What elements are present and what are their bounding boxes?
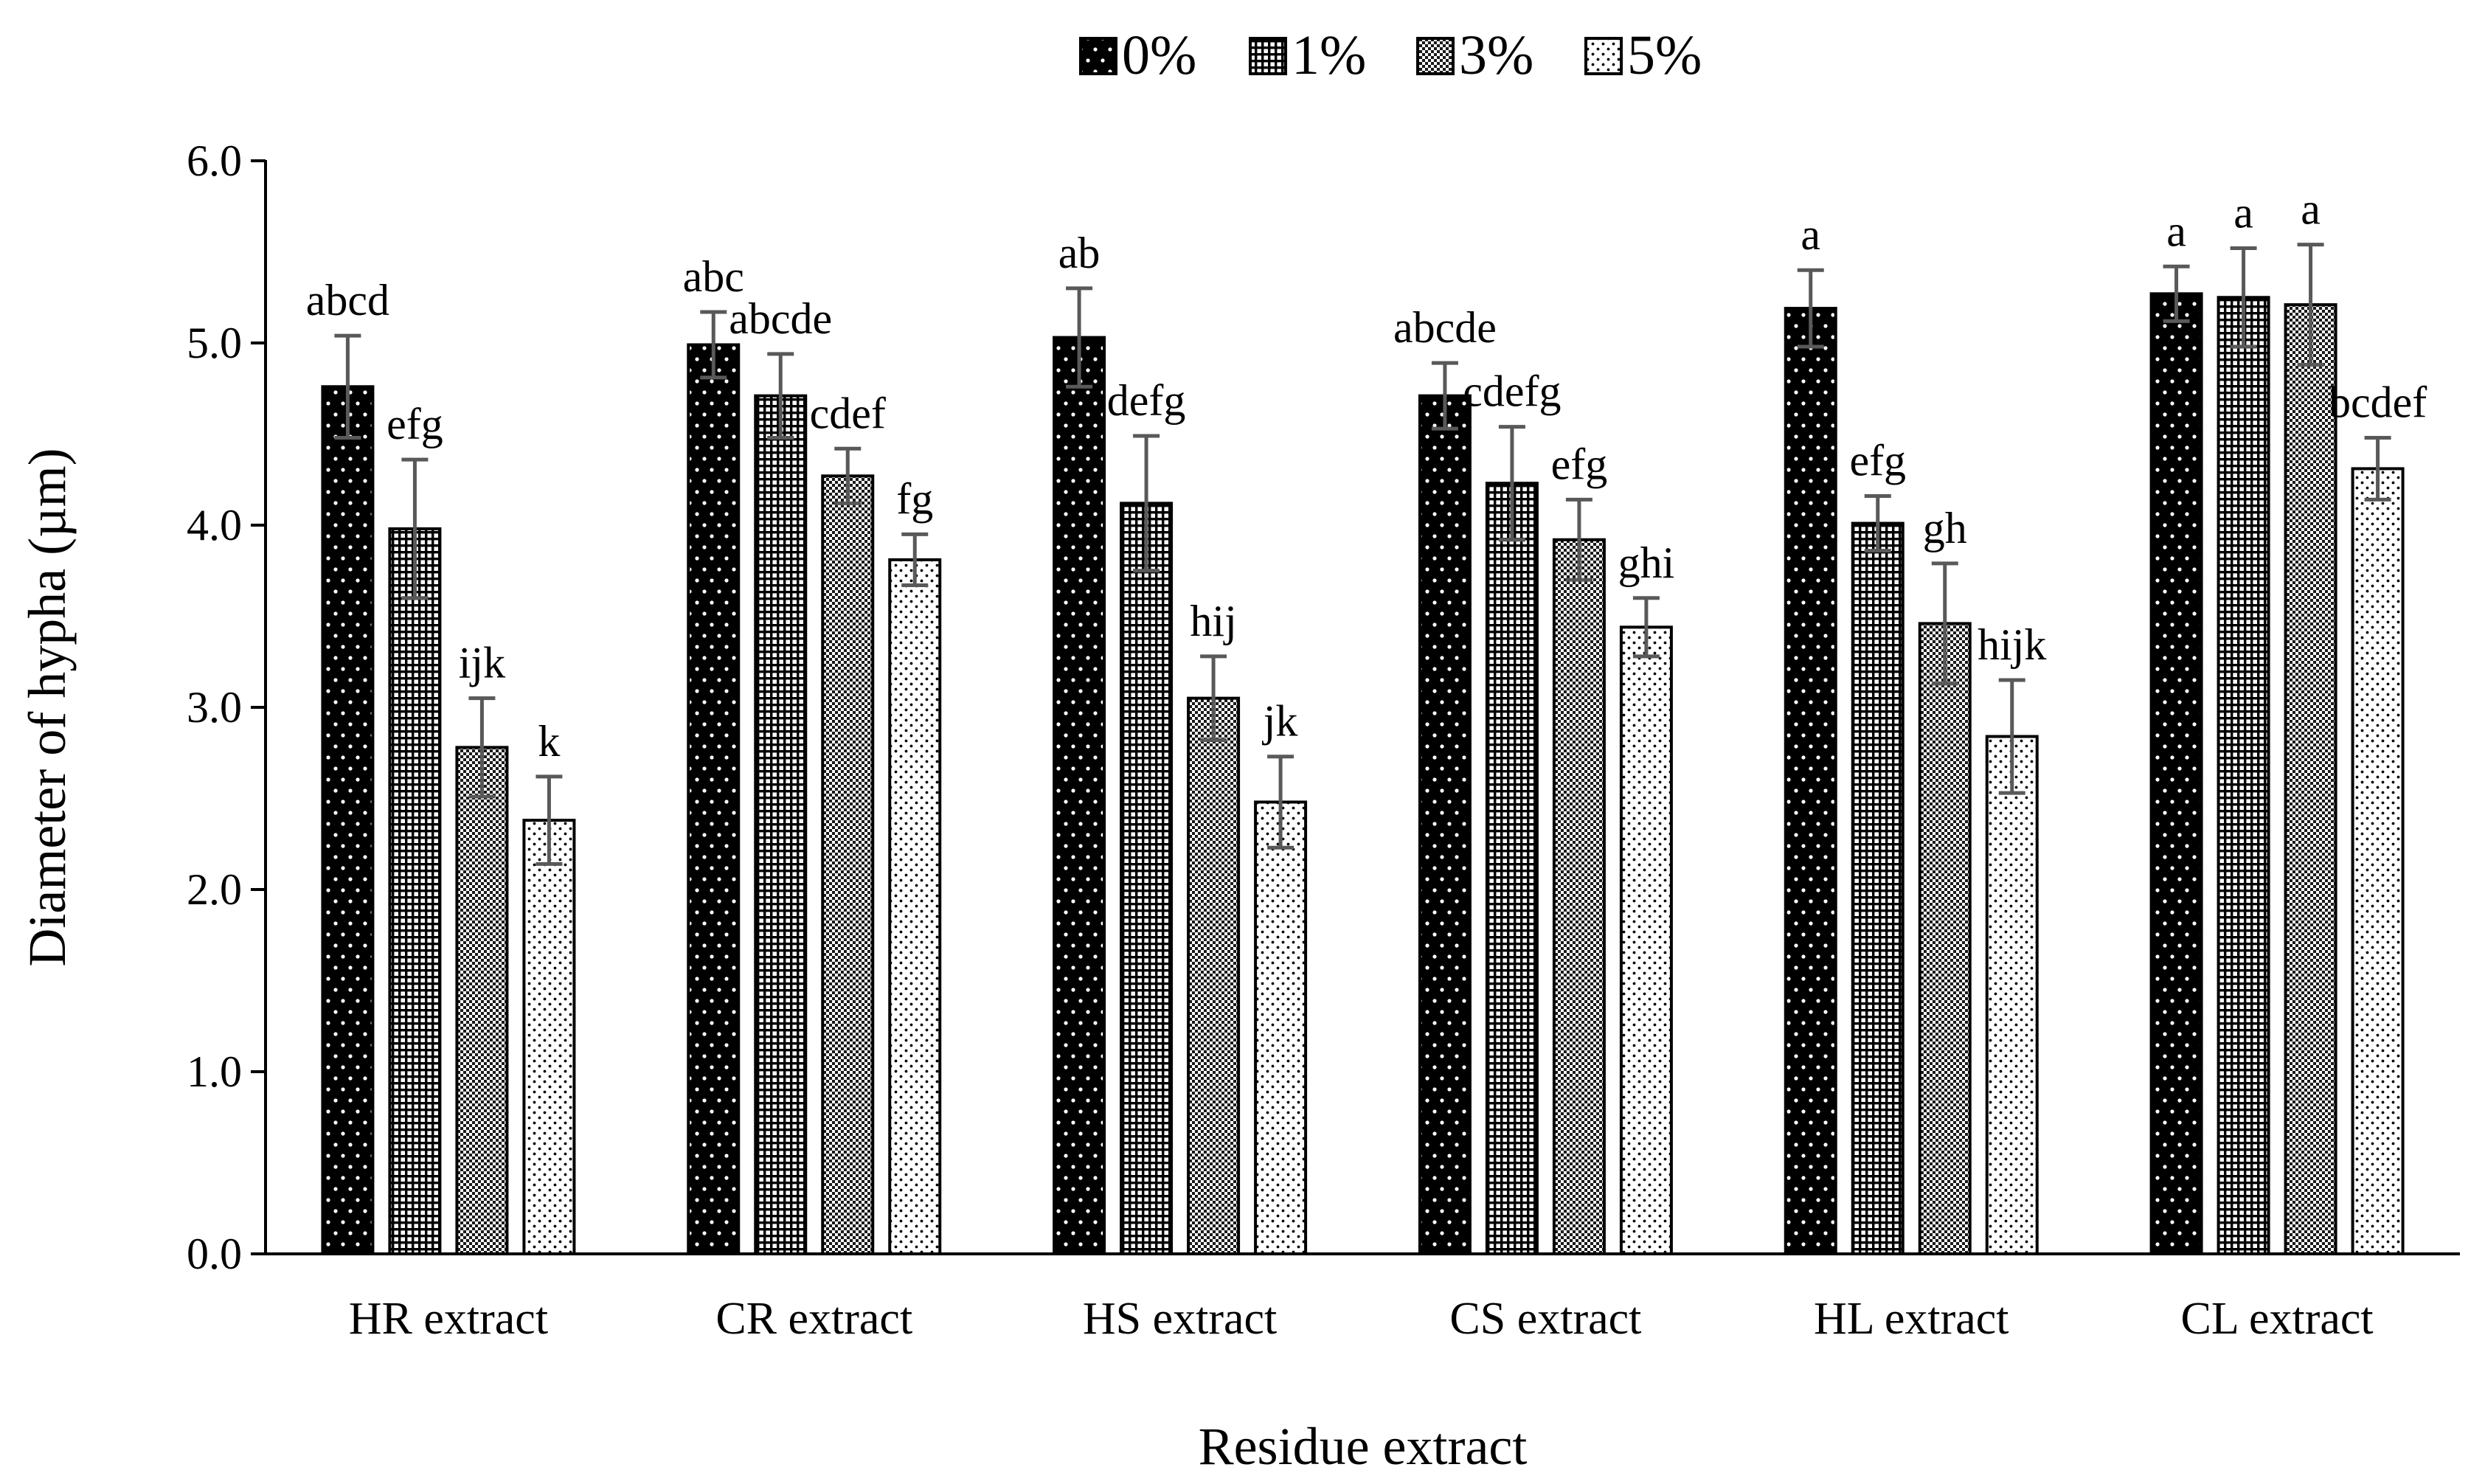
legend-swatch [1584, 37, 1623, 75]
y-tick-label: 0.0 [187, 1230, 242, 1278]
bar [522, 819, 576, 1255]
significance-letter: cdefg [1463, 367, 1561, 416]
bar [1784, 307, 1837, 1256]
significance-letter: efg [1849, 436, 1906, 485]
x-tick-label: CR extract [715, 1294, 912, 1344]
bar [1918, 622, 1972, 1255]
x-tick-label: HS extract [1083, 1294, 1277, 1344]
significance-letter: ijk [459, 639, 505, 687]
legend-label: 3% [1459, 24, 1533, 86]
bar [2351, 467, 2405, 1255]
y-tick-label: 4.0 [187, 501, 242, 549]
significance-letter: efg [387, 400, 443, 448]
legend-label: 1% [1292, 24, 1366, 86]
significance-letter: a [2233, 189, 2253, 237]
bar [888, 558, 942, 1255]
legend-swatch [1249, 37, 1287, 75]
bar [2217, 296, 2270, 1255]
plot-area: 0.01.02.03.04.05.06.0 abcdefgijkkabcabcd… [187, 136, 2460, 1344]
significance-letter: ghi [1618, 538, 1675, 587]
significance-letter: hij [1190, 597, 1236, 645]
significance-letter: defg [1107, 376, 1186, 425]
legend-swatch [1416, 37, 1455, 75]
y-tick-label: 2.0 [187, 865, 242, 914]
significance-letter: a [2166, 207, 2186, 255]
y-tick-label: 1.0 [187, 1047, 242, 1096]
bar [1619, 625, 1673, 1255]
bar [1254, 800, 1308, 1255]
y-tick-label: 3.0 [187, 683, 242, 732]
x-axis-labels: HR extract CR extract HS extract CS extract… [349, 1294, 2374, 1344]
significance-letter: efg [1551, 440, 1608, 488]
significance-letters: abcdefgijkkabcabcdecdeffgabdefghijjkabcd… [306, 185, 2427, 766]
legend-label: 0% [1122, 24, 1196, 86]
significance-letter: jk [1262, 697, 1298, 746]
significance-letter: hijk [1978, 620, 2046, 669]
bar [455, 746, 509, 1255]
bar [1851, 521, 1905, 1255]
x-tick-label: HL extract [1814, 1294, 2009, 1344]
bar [1120, 502, 1174, 1255]
significance-letter: bcdef [2329, 378, 2427, 426]
y-tick-label: 6.0 [187, 136, 242, 185]
y-tick-label: 5.0 [187, 319, 242, 367]
y-axis-title: Diameter of hypha (µm) [18, 448, 77, 966]
significance-letter: ab [1058, 229, 1101, 277]
legend: 0% 1% 3% 5% [1079, 24, 1702, 86]
bar [2284, 303, 2337, 1255]
bar [1053, 336, 1106, 1256]
significance-letter: fg [896, 474, 933, 523]
error-bars [334, 243, 2391, 866]
bar [388, 527, 442, 1255]
bars [321, 292, 2405, 1256]
legend-label: 5% [1627, 24, 1702, 86]
significance-letter: a [2301, 185, 2321, 234]
bar [1418, 394, 1472, 1255]
x-axis-title: Residue extract [1199, 1417, 1528, 1476]
bar [1485, 482, 1539, 1256]
significance-letter: abc [683, 252, 744, 301]
legend-swatch [1079, 37, 1117, 75]
significance-letter: gh [1923, 504, 1967, 552]
significance-letter: cdef [810, 389, 886, 437]
significance-letter: k [538, 717, 560, 766]
bar [821, 474, 875, 1255]
bar [321, 385, 375, 1255]
y-axis-ticks: 0.0 1.0 2.0 3.0 4.0 5.0 6.0 [187, 136, 266, 1278]
x-tick-label: CL extract [2181, 1294, 2374, 1344]
x-tick-label: CS extract [1449, 1294, 1641, 1344]
significance-letter: abcde [729, 294, 832, 343]
bar [687, 343, 741, 1256]
bar [754, 394, 808, 1255]
significance-letter: a [1801, 210, 1820, 259]
bar [2149, 292, 2203, 1255]
bar [1187, 696, 1241, 1255]
significance-letter: abcde [1393, 303, 1497, 352]
bar [1552, 538, 1606, 1255]
significance-letter: abcd [306, 276, 389, 325]
x-tick-label: HR extract [349, 1294, 548, 1344]
bar [1985, 735, 2039, 1255]
